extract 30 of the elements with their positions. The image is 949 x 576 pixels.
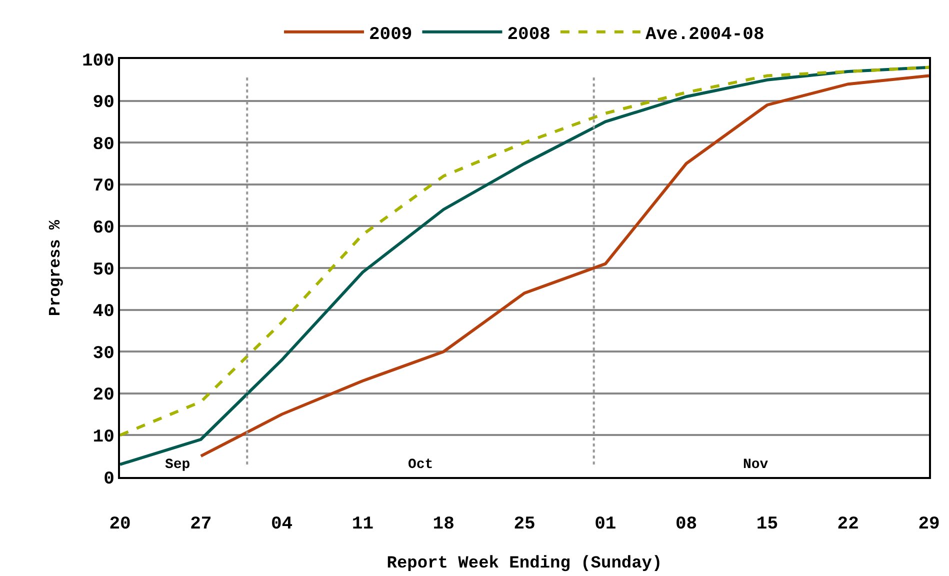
y-tick-label: 80 xyxy=(92,134,114,155)
y-tick-label: 30 xyxy=(92,344,114,364)
y-tick-label: 0 xyxy=(104,469,114,490)
legend-label: Ave.2004-08 xyxy=(645,24,764,45)
y-tick-label: 40 xyxy=(92,302,114,322)
legend-label: 2008 xyxy=(507,24,550,45)
x-tick-label: 11 xyxy=(352,514,374,535)
y-tick-label: 90 xyxy=(92,93,114,114)
x-tick-label: 20 xyxy=(109,514,131,535)
x-tick-label: 18 xyxy=(432,514,454,535)
x-tick-label: 15 xyxy=(756,514,778,535)
y-tick-label: 100 xyxy=(82,51,114,72)
x-tick-label: 22 xyxy=(837,514,859,535)
legend-label: 2009 xyxy=(369,24,412,45)
y-tick-label: 70 xyxy=(92,176,114,197)
y-tick-label: 20 xyxy=(92,386,114,406)
x-tick-label: 01 xyxy=(594,514,616,535)
x-tick-label: 25 xyxy=(514,514,536,535)
annotation: Oct xyxy=(408,457,434,473)
y-tick-label: 10 xyxy=(92,428,114,448)
x-tick-label: 27 xyxy=(190,514,212,535)
x-tick-label: 08 xyxy=(675,514,698,535)
y-tick-label: 60 xyxy=(92,218,114,238)
y-tick-label: 50 xyxy=(92,260,114,280)
annotation: Nov xyxy=(743,457,769,473)
x-tick-label: 04 xyxy=(270,514,293,535)
x-axis-title: Report Week Ending (Sunday) xyxy=(386,554,662,574)
y-axis-title: Progress % xyxy=(46,220,64,316)
x-tick-label: 29 xyxy=(918,514,940,535)
annotation: Sep xyxy=(165,457,190,473)
